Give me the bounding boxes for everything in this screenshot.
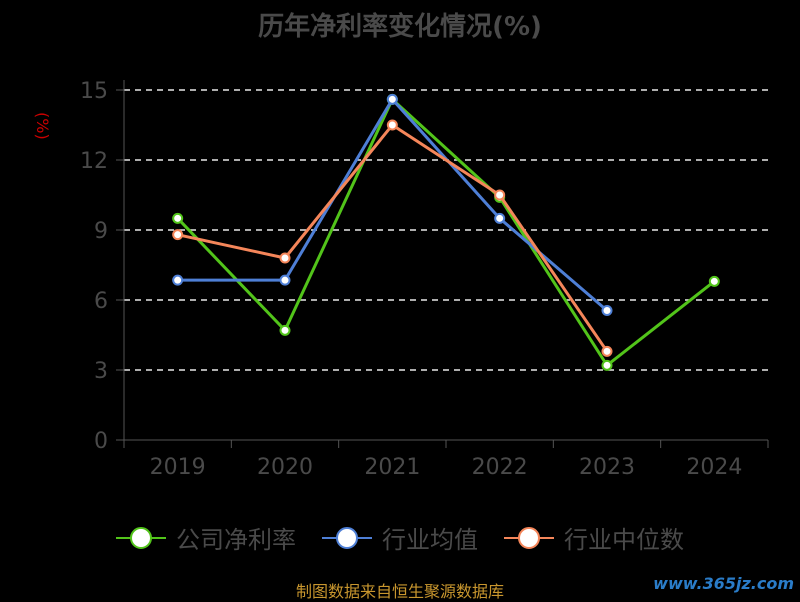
series-line-0 <box>176 97 716 367</box>
x-tick-label: 2022 <box>472 455 528 480</box>
legend-label-company: 公司净利率 <box>176 526 296 554</box>
x-tick-label: 2021 <box>364 455 420 480</box>
y-tick-label: 3 <box>94 359 108 384</box>
legend-item-company[interactable]: 公司净利率 <box>116 520 296 555</box>
legend-marker-company <box>116 526 166 549</box>
data-point-0 <box>708 275 720 287</box>
data-point-1 <box>386 93 398 105</box>
chart-title: 历年净利率变化情况(%) <box>258 12 542 42</box>
source-note: 制图数据来自恒生聚源数据库 <box>295 582 504 601</box>
legend-label-industry-median: 行业中位数 <box>564 526 684 554</box>
series-lines <box>172 93 720 371</box>
data-point-0 <box>172 212 184 224</box>
data-point-2 <box>601 345 613 357</box>
data-point-1 <box>601 305 613 316</box>
watermark: www.365jz.com <box>653 574 794 593</box>
axes <box>116 80 769 448</box>
x-tick-label: 2024 <box>686 455 742 480</box>
legend-marker-industry-mean <box>322 526 372 549</box>
series-line-2 <box>177 123 609 353</box>
y-tick-label: 15 <box>80 79 108 104</box>
legend-marker-industry-median <box>504 526 554 549</box>
tick-labels: 0 3 6 9 12 15 2019 2020 2021 2022 2023 2024 <box>80 79 742 480</box>
grid-lines <box>124 89 768 371</box>
data-point-0 <box>279 324 291 336</box>
y-tick-label: 9 <box>94 219 108 244</box>
legend-item-industry-mean[interactable]: 行业均值 <box>322 520 478 555</box>
x-tick-label: 2023 <box>579 455 635 480</box>
data-point-2 <box>386 119 398 131</box>
x-tick-label: 2020 <box>257 455 313 480</box>
data-point-1 <box>279 274 291 286</box>
data-point-1 <box>172 274 184 286</box>
x-tick-label: 2019 <box>150 455 206 480</box>
data-point-2 <box>279 252 291 264</box>
legend-item-industry-median[interactable]: 行业中位数 <box>504 520 684 555</box>
y-tick-label: 0 <box>94 429 108 454</box>
data-point-0 <box>601 359 613 371</box>
y-tick-label: 12 <box>80 149 108 174</box>
legend: 公司净利率 行业均值 行业中位数 <box>0 520 800 555</box>
data-point-2 <box>172 229 184 241</box>
series-line-1 <box>177 97 608 312</box>
y-tick-label: 6 <box>94 289 108 314</box>
legend-label-industry-mean: 行业均值 <box>382 526 478 554</box>
data-point-1 <box>494 212 506 224</box>
data-point-2 <box>494 189 506 201</box>
